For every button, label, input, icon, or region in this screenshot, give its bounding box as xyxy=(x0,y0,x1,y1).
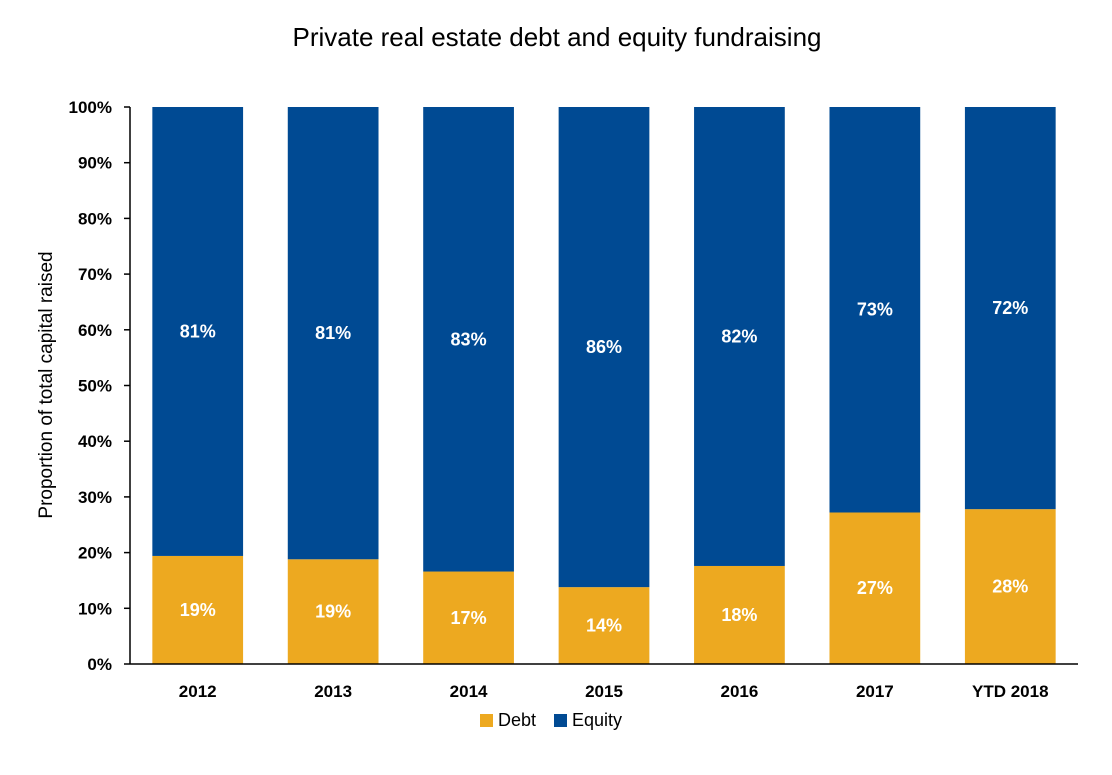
legend-label-equity: Equity xyxy=(572,710,622,730)
bar-debt-2015 xyxy=(558,587,650,664)
y-tick-label: 40% xyxy=(78,432,112,451)
data-label-equity-2012: 81% xyxy=(180,321,216,341)
y-tick-label: 100% xyxy=(69,98,112,117)
axis-layer: 2012 2013 2014 2015 2016 2017 YTD 2018 0% 10% 20%… xyxy=(69,98,1078,701)
bar-equity-2015 xyxy=(558,107,650,588)
bar-equity-2013 xyxy=(287,107,379,560)
data-label-debt-2013: 19% xyxy=(315,602,351,622)
data-label-debt-ytd-2018: 28% xyxy=(992,577,1028,597)
data-label-equity-2015: 86% xyxy=(586,337,622,357)
data-label-debt-2015: 14% xyxy=(586,616,622,636)
data-label-debt-2016: 18% xyxy=(721,605,757,625)
legend: Debt Equity xyxy=(480,710,622,730)
legend-swatch-debt xyxy=(480,714,493,727)
data-label-equity-2014: 83% xyxy=(451,329,487,349)
bar-debt-ytd-2018 xyxy=(964,509,1056,664)
x-tick-label: 2015 xyxy=(585,682,623,701)
chart-title: Private real estate debt and equity fund… xyxy=(292,22,821,52)
data-label-debt-2012: 19% xyxy=(180,600,216,620)
y-tick-label: 80% xyxy=(78,209,112,228)
y-tick-label: 90% xyxy=(78,154,112,173)
bar-equity-2016 xyxy=(694,107,785,566)
data-label-equity-2013: 81% xyxy=(315,323,351,343)
legend-label-debt: Debt xyxy=(498,710,536,730)
x-tick-label: 2016 xyxy=(721,682,759,701)
y-tick-label: 50% xyxy=(78,377,112,396)
x-tick-label: 2012 xyxy=(179,682,217,701)
x-tick-label: 2013 xyxy=(314,682,352,701)
x-tick-label: 2017 xyxy=(856,682,894,701)
y-tick-label: 20% xyxy=(78,544,112,563)
bar-debt-2017 xyxy=(829,512,921,664)
bar-debt-2012 xyxy=(152,555,244,664)
x-tick-label: YTD 2018 xyxy=(972,682,1049,701)
x-tick-label: 2014 xyxy=(450,682,488,701)
bar-equity-2014 xyxy=(423,107,514,572)
y-tick-label: 10% xyxy=(78,599,112,618)
data-label-equity-2016: 82% xyxy=(721,326,757,346)
data-label-equity-2017: 73% xyxy=(857,300,893,320)
bar-equity-2017 xyxy=(829,107,921,513)
y-tick-label: 70% xyxy=(78,265,112,284)
bar-debt-2016 xyxy=(694,565,785,664)
data-label-equity-ytd-2018: 72% xyxy=(992,298,1028,318)
y-tick-label: 30% xyxy=(78,488,112,507)
data-label-debt-2014: 17% xyxy=(451,608,487,628)
data-label-debt-2017: 27% xyxy=(857,578,893,598)
bars-layer: 19% 81% 19% 81% 17% 83% 14% 86% 18% 82% 27% 73% 28% 7… xyxy=(152,107,1056,664)
bar-equity-2012 xyxy=(152,107,244,556)
bar-debt-2013 xyxy=(287,559,379,664)
bar-debt-2014 xyxy=(423,571,514,664)
y-tick-label: 60% xyxy=(78,321,112,340)
bar-equity-ytd-2018 xyxy=(964,107,1056,510)
y-tick-label: 0% xyxy=(87,655,112,674)
y-axis-label: Proportion of total capital raised xyxy=(36,251,57,518)
legend-swatch-equity xyxy=(554,714,567,727)
